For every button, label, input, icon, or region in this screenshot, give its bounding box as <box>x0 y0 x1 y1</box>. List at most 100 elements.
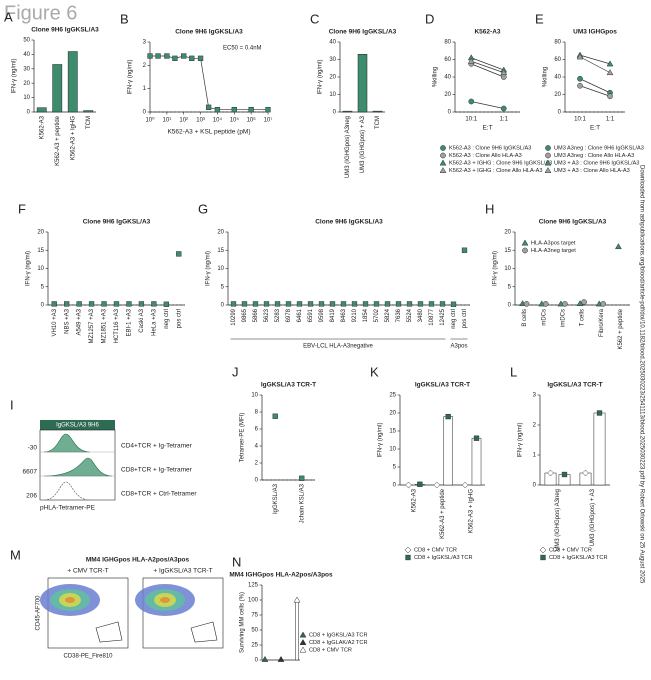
data-point <box>417 481 423 487</box>
data-point <box>147 53 153 59</box>
data-point <box>417 301 424 307</box>
x-tick-label: Fibro/Kera <box>599 308 605 337</box>
data-point <box>64 301 70 307</box>
legend-label: HLA-A3pos target <box>531 240 576 246</box>
y-tick-label: 2 <box>143 63 147 69</box>
data-point <box>261 655 269 662</box>
x-tick-label: imDCs <box>560 309 566 327</box>
series-line <box>471 101 504 109</box>
gate <box>95 621 123 643</box>
y-tick-label: 60 <box>444 57 451 63</box>
panel-letter: K <box>370 364 379 379</box>
y-axis-label: IFN-γ (ng/ml) <box>206 251 212 286</box>
data-point <box>299 475 305 481</box>
y-tick-label: 40 <box>329 40 336 46</box>
y-tick-label: 1 <box>143 86 147 92</box>
y-tick-label: 25 <box>389 393 396 399</box>
x-tick-label: UM3 (IGHGpos) A3neg <box>345 116 351 178</box>
panel-letter: D <box>425 11 434 26</box>
x-axis-label: E:T <box>482 125 492 132</box>
panel-letter: E <box>535 11 544 26</box>
x-tick-label: K562-A3 <box>39 115 45 139</box>
data-point <box>562 301 568 307</box>
plot-title: + IgGKSL/A3 TCR-T <box>153 568 212 575</box>
data-point <box>362 301 369 307</box>
legend-marker <box>405 554 411 561</box>
y-tick-label: 5 <box>221 284 225 290</box>
y-tick-label: 0 <box>558 110 562 116</box>
data-point <box>88 301 95 307</box>
legend-label: UM3 + A3 : Clone Allo HLA-A3 <box>554 168 630 174</box>
y-tick-label: 6 <box>255 427 259 433</box>
panel-title: UM3 IGHGpos <box>573 29 617 36</box>
x-tick-label: Caski A3 <box>139 308 145 332</box>
y-tick-label: 0 <box>393 483 397 489</box>
y-tick-label: 3 <box>533 393 537 399</box>
y-tick-label: 5 <box>393 465 397 471</box>
bar <box>471 437 482 486</box>
y-tick-label: 0 <box>255 658 259 664</box>
data-point <box>373 301 380 307</box>
row-label: CD8+TCR + Ctrl-Tetramer <box>121 491 197 498</box>
y-tick-label: 50 <box>251 628 258 634</box>
x-tick-label: Jchain KSL/A3 <box>299 483 305 523</box>
data-point <box>241 301 248 307</box>
data-point <box>461 481 469 489</box>
data-point <box>138 301 145 307</box>
data-point <box>467 57 475 64</box>
x-tick-label: K562-A3 + IgHG <box>70 116 76 161</box>
panel-title: K562-A3 <box>474 29 500 36</box>
data-point <box>329 301 336 307</box>
y-tick-label: 5 <box>508 284 512 290</box>
x-tick-label: B cells <box>522 309 528 327</box>
legend-label: UM3 A3neg : Clone Allo HLA-A3 <box>554 153 634 159</box>
x-axis-label: CD38-PE_Fire810 <box>63 654 113 660</box>
x-tick-label: HCT116 +A3 <box>114 308 120 343</box>
y-tick-label: 60 <box>554 57 561 63</box>
legend-marker <box>439 159 447 166</box>
y-tick-label: 0 <box>27 110 31 116</box>
bar <box>342 110 353 113</box>
flow-header <box>40 420 115 430</box>
legend-label: CD8 + IgGKSL/A3 TCR <box>549 555 608 561</box>
x-tick-label: 6461 <box>297 308 303 322</box>
x-tick-label: pos ctrl <box>176 309 182 328</box>
legend-label: K562-A3 + IGHG : Clone 9H6 IgGKSL/A3 <box>449 160 552 166</box>
y-axis-label: %killing <box>543 67 549 87</box>
data-point <box>285 301 292 307</box>
data-point <box>277 655 285 662</box>
density <box>65 597 75 603</box>
data-point <box>582 469 589 477</box>
legend-label: K562-A3 + IGHG : Clone Allo HLA-A3 <box>449 168 542 174</box>
density <box>160 597 170 603</box>
x-tick-label: 5524 <box>407 308 413 322</box>
legend-marker <box>404 546 412 554</box>
x-tick-label: MZ1851 +A3 <box>102 308 108 343</box>
y-axis-label: Tetramer-PE (MFI) <box>240 413 246 463</box>
data-point <box>433 481 441 489</box>
y-axis-label: IFN-γ (ng/ml) <box>378 423 384 458</box>
x-tick-label: 5866 <box>253 308 259 322</box>
x-axis-label: pHLA-Tetramer-PE <box>40 505 96 512</box>
x-tick-label: 9598 <box>319 308 325 322</box>
legend-marker <box>439 166 447 173</box>
y-tick-label: 100 <box>248 598 259 604</box>
x-tick-label: 5824 <box>385 308 391 322</box>
y-tick-label: 20 <box>444 92 451 98</box>
panel-title: IgGKSL/A3 TCR-T <box>261 382 316 389</box>
row-label: CD8+TCR + Ig-Tetramer <box>121 467 193 474</box>
x-tick-label: TCM <box>375 116 381 129</box>
x-tick-label: 10⁰ <box>145 117 155 124</box>
series-line <box>579 56 611 73</box>
x-tick-label: UM3 (IGHGpos) + A3 <box>360 115 366 173</box>
x-tick-label: K562-A3 + peptide <box>55 115 61 166</box>
y-tick-label: 20 <box>504 230 511 236</box>
x-tick-label: HeLa +A3 <box>151 308 157 336</box>
x-tick-label: 8419 <box>330 308 336 322</box>
panel-title: Clone 9H6 IgGKSL/A3 <box>175 29 243 36</box>
x-tick-label: 10² <box>179 118 188 124</box>
bar <box>83 110 94 113</box>
x-tick-label: K562-A3 + peptide <box>440 488 446 539</box>
x-tick-label: UM3 (IGHGpos) A3neg <box>555 489 561 551</box>
panel-letter: C <box>310 11 319 26</box>
